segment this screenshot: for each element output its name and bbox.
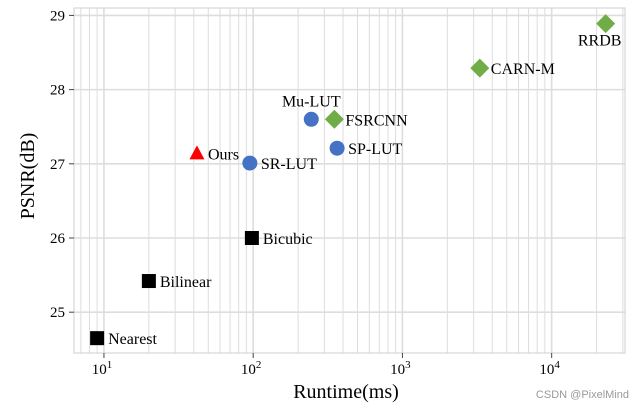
plot-frame — [73, 7, 626, 354]
x-tick-label: 103 — [390, 359, 411, 378]
y-tick-label: 28 — [50, 83, 65, 99]
point-bilinear — [141, 274, 156, 289]
point-ours — [189, 145, 205, 160]
grid-layer — [74, 8, 625, 353]
label-bilinear: Bilinear — [160, 274, 212, 291]
x-tick-label: 102 — [241, 359, 262, 378]
point-nearest — [90, 331, 105, 346]
point-fsrcnn — [324, 109, 344, 129]
x-tick-label: 104 — [539, 359, 560, 378]
x-axis-title: Runtime(ms) — [293, 381, 399, 403]
watermark-text: CSDN @PixelMind — [535, 389, 629, 401]
label-sr-lut: SR-LUT — [261, 156, 317, 173]
label-fsrcnn: FSRCNN — [345, 112, 408, 129]
label-ours: Ours — [208, 146, 239, 163]
point-carn-m — [470, 58, 490, 78]
point-bicubic — [244, 231, 259, 245]
label-mu-lut: Mu-LUT — [282, 93, 341, 110]
axes-layer: 25 26 27 28 29 101 102 103 104 — [50, 7, 626, 378]
label-nearest: Nearest — [108, 331, 157, 348]
label-sp-lut: SP-LUT — [348, 141, 402, 158]
y-tick-label: 25 — [50, 305, 65, 321]
label-bicubic: Bicubic — [263, 231, 313, 248]
x-tick-label: 101 — [92, 359, 113, 378]
y-tick-label: 27 — [50, 157, 66, 173]
y-tick-label: 29 — [50, 8, 65, 24]
marks-layer: Nearest Bilinear Bicubic Ours SR-LUT Mu-LUT SP… — [90, 14, 621, 348]
y-tick-label: 26 — [50, 231, 66, 247]
point-rrdb — [596, 14, 616, 34]
label-rrdb: RRDB — [578, 33, 622, 50]
point-mu-lut — [303, 111, 319, 127]
point-sp-lut — [329, 140, 345, 156]
point-sr-lut — [242, 155, 258, 171]
y-axis-title: PSNR(dB) — [17, 133, 39, 220]
label-carn-m: CARN-M — [491, 61, 555, 78]
